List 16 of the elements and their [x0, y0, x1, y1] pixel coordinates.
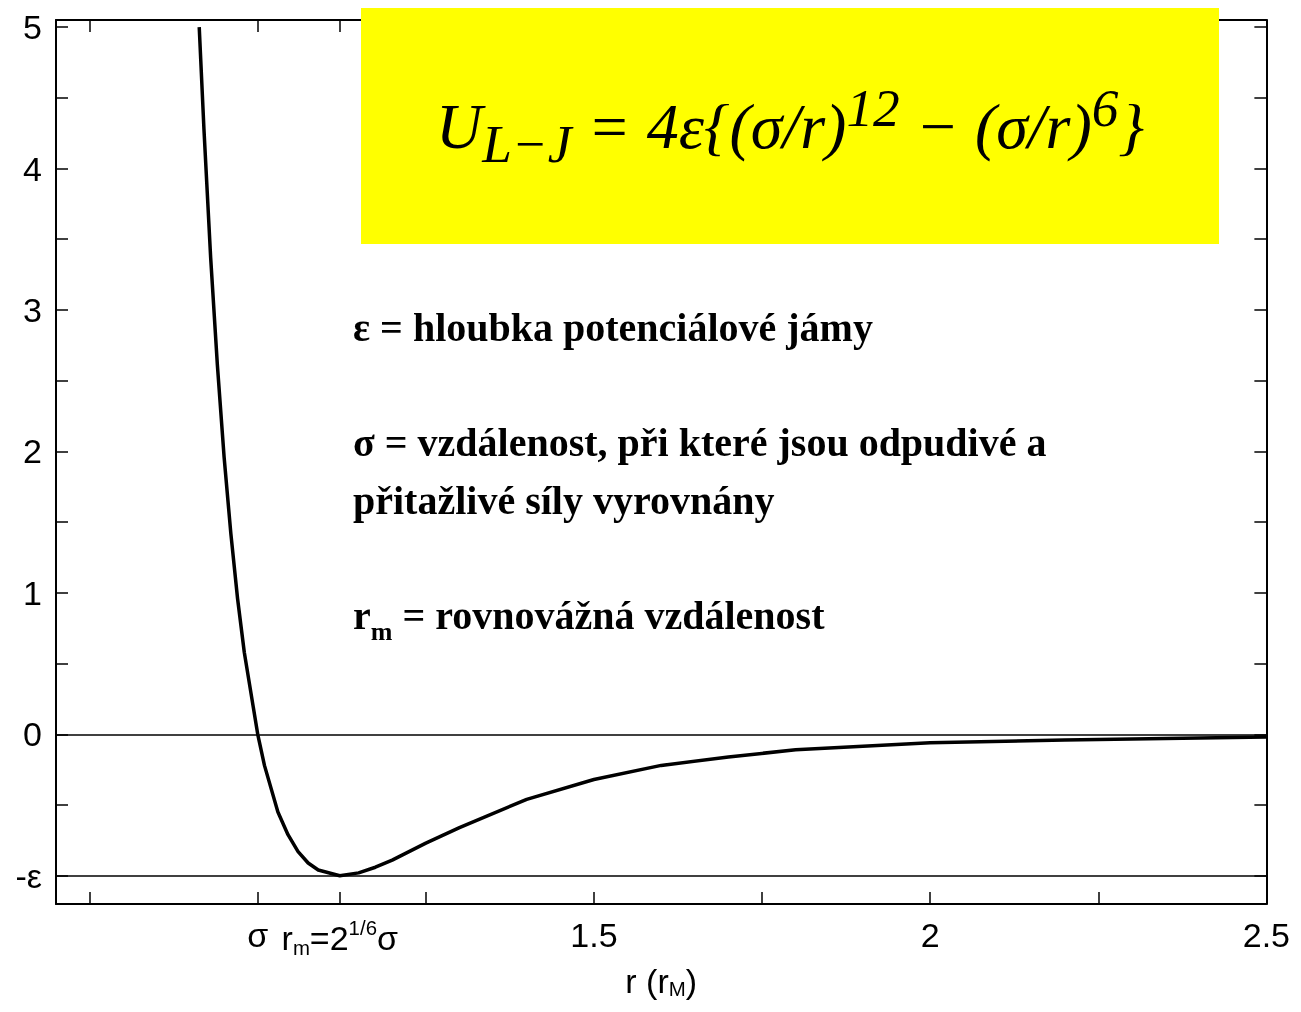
x-tick-label: σ	[247, 916, 269, 954]
x-tick-label: 2.5	[1242, 916, 1290, 954]
y-tick-label: 4	[23, 149, 42, 188]
y-tick-label: 1	[23, 573, 42, 612]
y-tick-label: 0	[23, 715, 42, 754]
x-axis-title: r (rM)	[625, 961, 698, 1000]
y-tick-label: 5	[23, 8, 42, 47]
annotation: σ = vzdálenost, při které jsou odpudivé a přitažlivé síly vyrovnány	[353, 419, 1047, 523]
annotation: U$_{L−J}$ = 4ε{(σ/r)$^{12}$ − (σ/r)$^{6}$}	[435, 76, 1145, 176]
y-tick-label: 2	[23, 432, 42, 471]
y-tick-label: -ε	[15, 856, 42, 895]
x-tick-label: 2	[920, 916, 940, 954]
formula-panel: U$_{L−J}$ = 4ε{(σ/r)$^{12}$ − (σ/r)$^{6}$}	[361, 8, 1219, 244]
x-tick-label: 1.5	[570, 916, 618, 954]
y-tick-label: 3	[23, 290, 42, 329]
annotation: ε = hloubka potenciálové jámy	[353, 304, 873, 350]
